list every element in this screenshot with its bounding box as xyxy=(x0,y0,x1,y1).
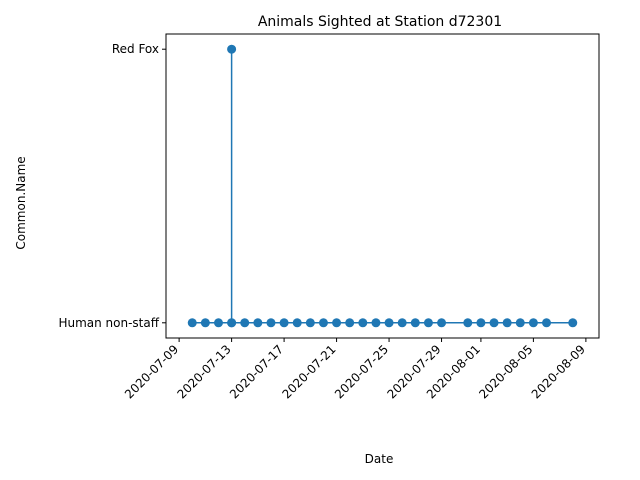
data-point xyxy=(279,318,289,328)
data-point xyxy=(358,318,368,328)
data-point xyxy=(266,318,276,328)
data-point xyxy=(371,318,381,328)
y-tick-label: Human non-staff xyxy=(58,316,159,330)
plot-frame xyxy=(165,33,600,339)
data-point xyxy=(410,318,420,328)
series-line xyxy=(192,49,573,324)
x-axis: 2020-07-092020-07-132020-07-172020-07-21… xyxy=(122,338,588,401)
x-tick-label: 2020-08-05 xyxy=(476,342,535,401)
data-point xyxy=(515,318,525,328)
data-point xyxy=(437,318,447,328)
data-point xyxy=(489,318,499,328)
data-point xyxy=(345,318,355,328)
x-tick-label: 2020-07-21 xyxy=(279,342,338,401)
data-point xyxy=(332,318,342,328)
data-point xyxy=(305,318,315,328)
data-point xyxy=(568,318,578,328)
data-point xyxy=(318,318,328,328)
chart-title: Animals Sighted at Station d72301 xyxy=(258,14,502,30)
plot-area xyxy=(187,44,578,328)
data-point xyxy=(528,318,538,328)
x-tick-label: 2020-07-09 xyxy=(122,342,181,401)
data-point xyxy=(240,318,250,328)
data-point xyxy=(542,318,552,328)
y-axis: Human non-staff Red Fox xyxy=(58,42,166,330)
x-tick-label: 2020-07-17 xyxy=(227,342,286,401)
data-point xyxy=(200,318,210,328)
data-point xyxy=(397,318,407,328)
data-point xyxy=(227,44,237,54)
data-point xyxy=(187,318,197,328)
data-point xyxy=(227,318,237,328)
data-point xyxy=(423,318,433,328)
y-axis-label: Common.Name xyxy=(14,156,28,249)
data-point xyxy=(384,318,394,328)
data-point xyxy=(463,318,473,328)
x-tick-label: 2020-07-25 xyxy=(332,342,391,401)
y-tick-label: Red Fox xyxy=(112,42,159,56)
data-point xyxy=(476,318,486,328)
data-point xyxy=(292,318,302,328)
x-axis-label: Date xyxy=(365,452,394,466)
data-point xyxy=(253,318,263,328)
x-tick-label: 2020-08-09 xyxy=(529,342,588,401)
data-point xyxy=(502,318,512,328)
x-tick-label: 2020-07-13 xyxy=(175,342,234,401)
data-point xyxy=(213,318,223,328)
